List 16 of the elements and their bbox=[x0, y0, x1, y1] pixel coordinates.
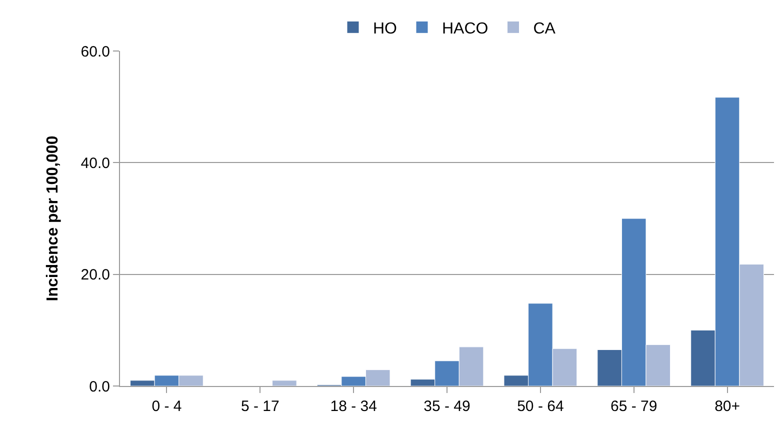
x-tick-label: 35 - 49 bbox=[424, 398, 470, 415]
bar bbox=[272, 380, 297, 386]
y-tick-label: 60.0 bbox=[80, 43, 110, 60]
x-tick-label: 0 - 4 bbox=[152, 398, 182, 415]
x-tick-label: 5 - 17 bbox=[240, 398, 280, 415]
y-axis-title: Incidence per 100,000 bbox=[44, 136, 62, 302]
x-tick-label: 80+ bbox=[714, 398, 740, 415]
legend-label: CA bbox=[533, 20, 556, 38]
y-tick-label: 20.0 bbox=[80, 266, 110, 284]
x-tick-label: 50 - 64 bbox=[517, 398, 564, 415]
x-tick-label: 65 - 79 bbox=[610, 398, 658, 415]
y-tick-label: 40.0 bbox=[80, 154, 110, 172]
legend-label: HO bbox=[373, 20, 397, 38]
x-tick-label: 18 - 34 bbox=[330, 398, 377, 415]
legend-label: HACO bbox=[442, 20, 488, 38]
y-tick-label: 0.0 bbox=[89, 378, 110, 396]
